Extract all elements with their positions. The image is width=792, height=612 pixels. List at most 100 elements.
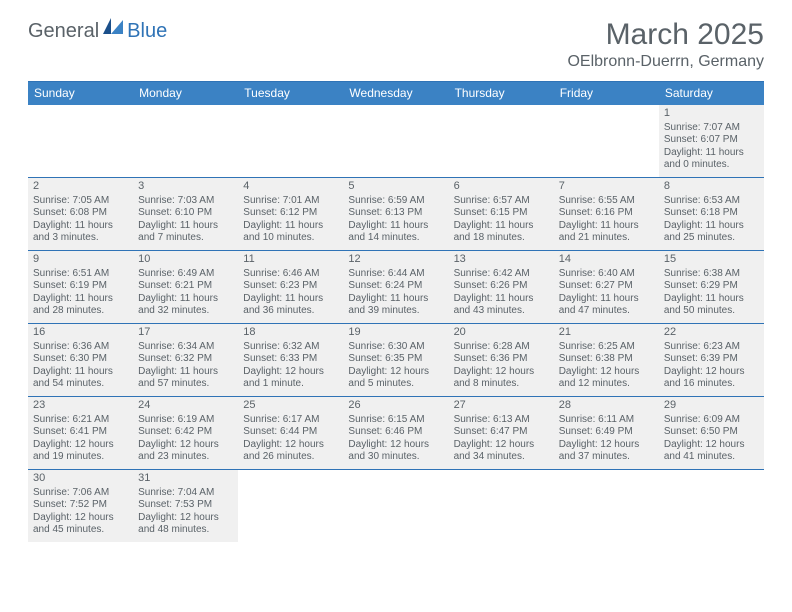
daylight-line: Daylight: 12 hours and 1 minute. [243, 366, 339, 391]
week-row: 2Sunrise: 7:05 AM Sunset: 6:08 PM Daylight… [28, 178, 764, 251]
daylight-label: Daylight: [138, 366, 177, 377]
sunrise-value: 6:13 AM [493, 414, 530, 425]
sunrise-line: Sunrise: 6:46 AM [243, 268, 339, 281]
sunrise-line: Sunrise: 6:11 AM [559, 414, 655, 427]
sunset-label: Sunset: [664, 134, 698, 145]
sunrise-value: 6:55 AM [598, 195, 635, 206]
sunset-label: Sunset: [33, 280, 67, 291]
sunset-value: 6:44 PM [280, 426, 317, 437]
sunrise-label: Sunrise: [33, 414, 70, 425]
sunrise-value: 6:38 AM [703, 268, 740, 279]
header: General Blue March 2025 OElbronn-Duerrn,… [0, 0, 792, 75]
week-row: 30Sunrise: 7:06 AMSunset: 7:52 PMDayligh… [28, 470, 764, 542]
day-number: 27 [454, 399, 550, 413]
daylight-line: Daylight: 12 hours and 34 minutes. [454, 439, 550, 464]
sunrise-value: 6:57 AM [493, 195, 530, 206]
sunset-value: 6:19 PM [70, 280, 107, 291]
daylight-line: Daylight: 11 hours and 10 minutes. [243, 220, 339, 245]
sunset-value: 6:39 PM [701, 353, 738, 364]
sunset-label: Sunset: [33, 353, 67, 364]
daylight-line: Daylight: 11 hours and 0 minutes. [664, 147, 760, 172]
sunrise-label: Sunrise: [664, 414, 701, 425]
day-number: 29 [664, 399, 760, 413]
daylight-label: Daylight: [33, 366, 72, 377]
sunset-label: Sunset: [664, 207, 698, 218]
daylight-label: Daylight: [454, 366, 493, 377]
sunset-line: Sunset: 6:50 PM [664, 426, 760, 439]
sunrise-line: Sunrise: 6:40 AM [559, 268, 655, 281]
sunrise-line: Sunrise: 6:28 AM [454, 341, 550, 354]
day-number: 18 [243, 326, 339, 340]
sunrise-label: Sunrise: [348, 341, 385, 352]
sunset-label: Sunset: [243, 207, 277, 218]
sunset-label: Sunset: [348, 207, 382, 218]
day-cell: 14Sunrise: 6:40 AMSunset: 6:27 PMDayligh… [554, 251, 659, 323]
sunrise-line: Sunrise: 6:09 AM [664, 414, 760, 427]
sunrise-value: 6:34 AM [178, 341, 215, 352]
day-cell: 7Sunrise: 6:55 AMSunset: 6:16 PMDaylight… [554, 178, 659, 250]
day-number: 8 [664, 180, 760, 194]
sunrise-label: Sunrise: [138, 195, 175, 206]
day-number: 11 [243, 253, 339, 267]
day-cell: 19Sunrise: 6:30 AMSunset: 6:35 PMDayligh… [343, 324, 448, 396]
day-cell: 10Sunrise: 6:49 AMSunset: 6:21 PMDayligh… [133, 251, 238, 323]
sunrise-line: Sunrise: 7:05 AM [33, 195, 129, 208]
sunset-label: Sunset: [559, 353, 593, 364]
sunset-line: Sunset: 6:30 PM [33, 353, 129, 366]
empty-cell [343, 470, 448, 542]
sunrise-line: Sunrise: 7:03 AM [138, 195, 234, 208]
sunset-label: Sunset: [559, 207, 593, 218]
sunset-value: 6:12 PM [280, 207, 317, 218]
sunrise-value: 6:28 AM [493, 341, 530, 352]
sunset-line: Sunset: 6:12 PM [243, 207, 339, 220]
logo-mark-icon [103, 18, 125, 39]
empty-cell [28, 105, 133, 177]
daylight-line: Daylight: 11 hours and 57 minutes. [138, 366, 234, 391]
day-number: 5 [348, 180, 444, 194]
sunrise-value: 6:23 AM [703, 341, 740, 352]
sunrise-label: Sunrise: [138, 268, 175, 279]
daylight-label: Daylight: [664, 147, 703, 158]
daylight-line: Daylight: 11 hours and 36 minutes. [243, 293, 339, 318]
sunset-value: 6:08 PM [70, 207, 107, 218]
sunset-line: Sunset: 6:24 PM [348, 280, 444, 293]
daylight-line: Daylight: 12 hours and 5 minutes. [348, 366, 444, 391]
daylight-label: Daylight: [454, 220, 493, 231]
sunset-line: Sunset: 6:13 PM [348, 207, 444, 220]
daylight-line: Daylight: 12 hours and 16 minutes. [664, 366, 760, 391]
sunrise-label: Sunrise: [664, 341, 701, 352]
daylight-line: Daylight: 11 hours and 39 minutes. [348, 293, 444, 318]
sunrise-value: 6:21 AM [72, 414, 109, 425]
day-cell: 1Sunrise: 7:07 AMSunset: 6:07 PMDaylight… [659, 105, 764, 177]
day-cell: 29Sunrise: 6:09 AMSunset: 6:50 PMDayligh… [659, 397, 764, 469]
sunset-value: 6:27 PM [595, 280, 632, 291]
sunset-line: Sunset: 6:29 PM [664, 280, 760, 293]
daylight-line: Daylight: 12 hours and 48 minutes. [138, 512, 234, 537]
day-number: 2 [33, 180, 129, 194]
sunrise-label: Sunrise: [559, 414, 596, 425]
day-number: 12 [348, 253, 444, 267]
sunset-label: Sunset: [138, 426, 172, 437]
sunset-line: Sunset: 6:10 PM [138, 207, 234, 220]
sunset-line: Sunset: 6:07 PM [664, 134, 760, 147]
sunrise-line: Sunrise: 6:49 AM [138, 268, 234, 281]
day-number: 26 [348, 399, 444, 413]
sunset-value: 6:18 PM [701, 207, 738, 218]
empty-cell [449, 470, 554, 542]
day-cell: 23Sunrise: 6:21 AMSunset: 6:41 PMDayligh… [28, 397, 133, 469]
sunrise-line: Sunrise: 6:34 AM [138, 341, 234, 354]
sunrise-value: 6:53 AM [703, 195, 740, 206]
daylight-label: Daylight: [243, 366, 282, 377]
daylight-label: Daylight: [138, 220, 177, 231]
day-header-row: SundayMondayTuesdayWednesdayThursdayFrid… [28, 82, 764, 105]
sunset-value: 6:13 PM [385, 207, 422, 218]
sunrise-value: 7:01 AM [283, 195, 320, 206]
sunrise-value: 6:44 AM [388, 268, 425, 279]
daylight-line: Daylight: 11 hours and 32 minutes. [138, 293, 234, 318]
sunrise-label: Sunrise: [138, 341, 175, 352]
daylight-label: Daylight: [243, 220, 282, 231]
sunset-value: 6:26 PM [490, 280, 527, 291]
daylight-label: Daylight: [348, 220, 387, 231]
sunrise-line: Sunrise: 6:59 AM [348, 195, 444, 208]
sunset-label: Sunset: [33, 426, 67, 437]
